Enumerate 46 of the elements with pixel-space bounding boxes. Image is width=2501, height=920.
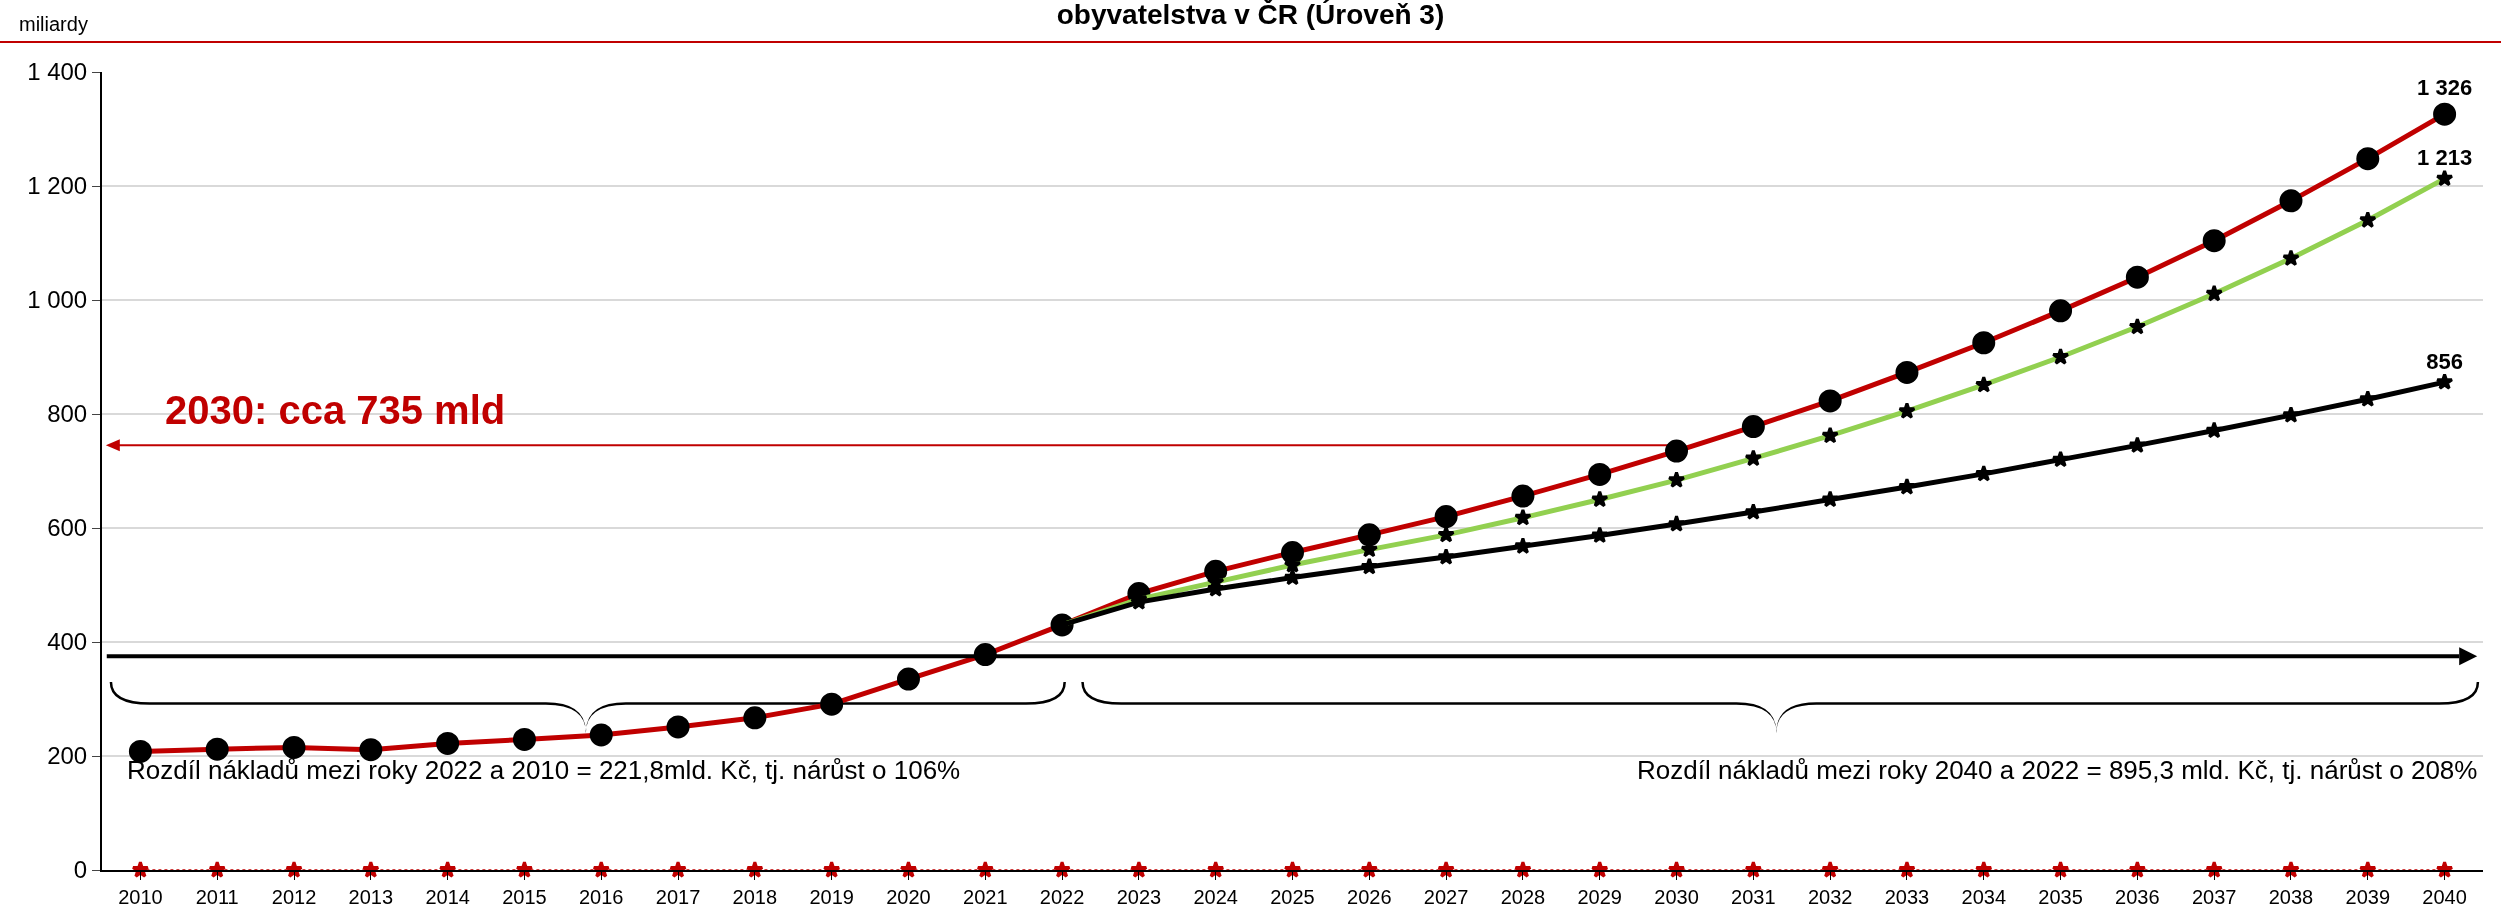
y-axis-title: miliardy [19,13,88,35]
x-tick-label: 2020 [886,886,931,908]
x-tick-label: 2034 [1961,886,2007,908]
x-tick-label: 2023 [1116,886,1162,908]
x-tick-label: 2029 [1577,886,1622,908]
x-tick-label: 2025 [1270,886,1315,908]
x-tick-label: 2011 [195,886,239,908]
x-tick-label: 2017 [655,886,701,908]
y-tick-label: 1 400 [27,58,88,86]
y-tick-label: 200 [47,742,88,770]
x-tick-label: 2010 [118,886,163,908]
x-tick-label: 2021 [963,886,1008,908]
x-tick-label: 2022 [1039,886,1085,908]
x-tick-label: 2032 [1807,886,1853,908]
x-tick-label: 2012 [271,886,317,908]
y-tick-label: 400 [47,628,88,656]
x-tick-label: 2024 [1193,886,1238,908]
x-tick-label: 2015 [502,886,547,908]
x-tick-label: 2027 [1423,886,1469,908]
annotation: Rozdíl nákladů mezi roky 2040 a 2022 = 895,3 mld. Kč, tj. nárůst o 208% [1637,755,2478,785]
x-tick-label: 2016 [578,886,624,908]
x-tick-label: 2018 [732,886,778,908]
x-tick-label: 2030 [1654,886,1699,908]
x-tick-label: 2035 [2038,886,2083,908]
data-label: 856 [2426,348,2463,374]
y-tick-label: 600 [47,514,88,542]
data-label: 1 213 [2417,145,2473,171]
x-tick-label: 2031 [1731,886,1776,908]
annotation: Rozdíl nákladů mezi roky 2022 a 2010 = 221,8mld. Kč, tj. nárůst o 106% [127,755,961,785]
x-tick-label: 2013 [348,886,394,908]
annotation: 2030: cca 735 mld [165,388,506,432]
y-tick-label: 800 [47,400,88,428]
x-tick-label: 2038 [2268,886,2314,908]
y-tick-label: 1 000 [27,286,88,314]
x-tick-label: 2019 [809,886,854,908]
data-label: 1 326 [2417,75,2473,101]
x-tick-label: 2026 [1347,886,1392,908]
x-tick-label: 2037 [2191,886,2237,908]
x-tick-label: 2040 [2422,886,2467,908]
x-tick-label: 2036 [2115,886,2160,908]
x-tick-label: 2028 [1500,886,1546,908]
y-tick-label: 1 200 [27,172,88,200]
y-tick-label: 0 [73,856,88,884]
x-tick-label: 2033 [1884,886,1930,908]
x-tick-label: 2039 [2345,886,2391,908]
x-tick-label: 2014 [425,886,470,908]
